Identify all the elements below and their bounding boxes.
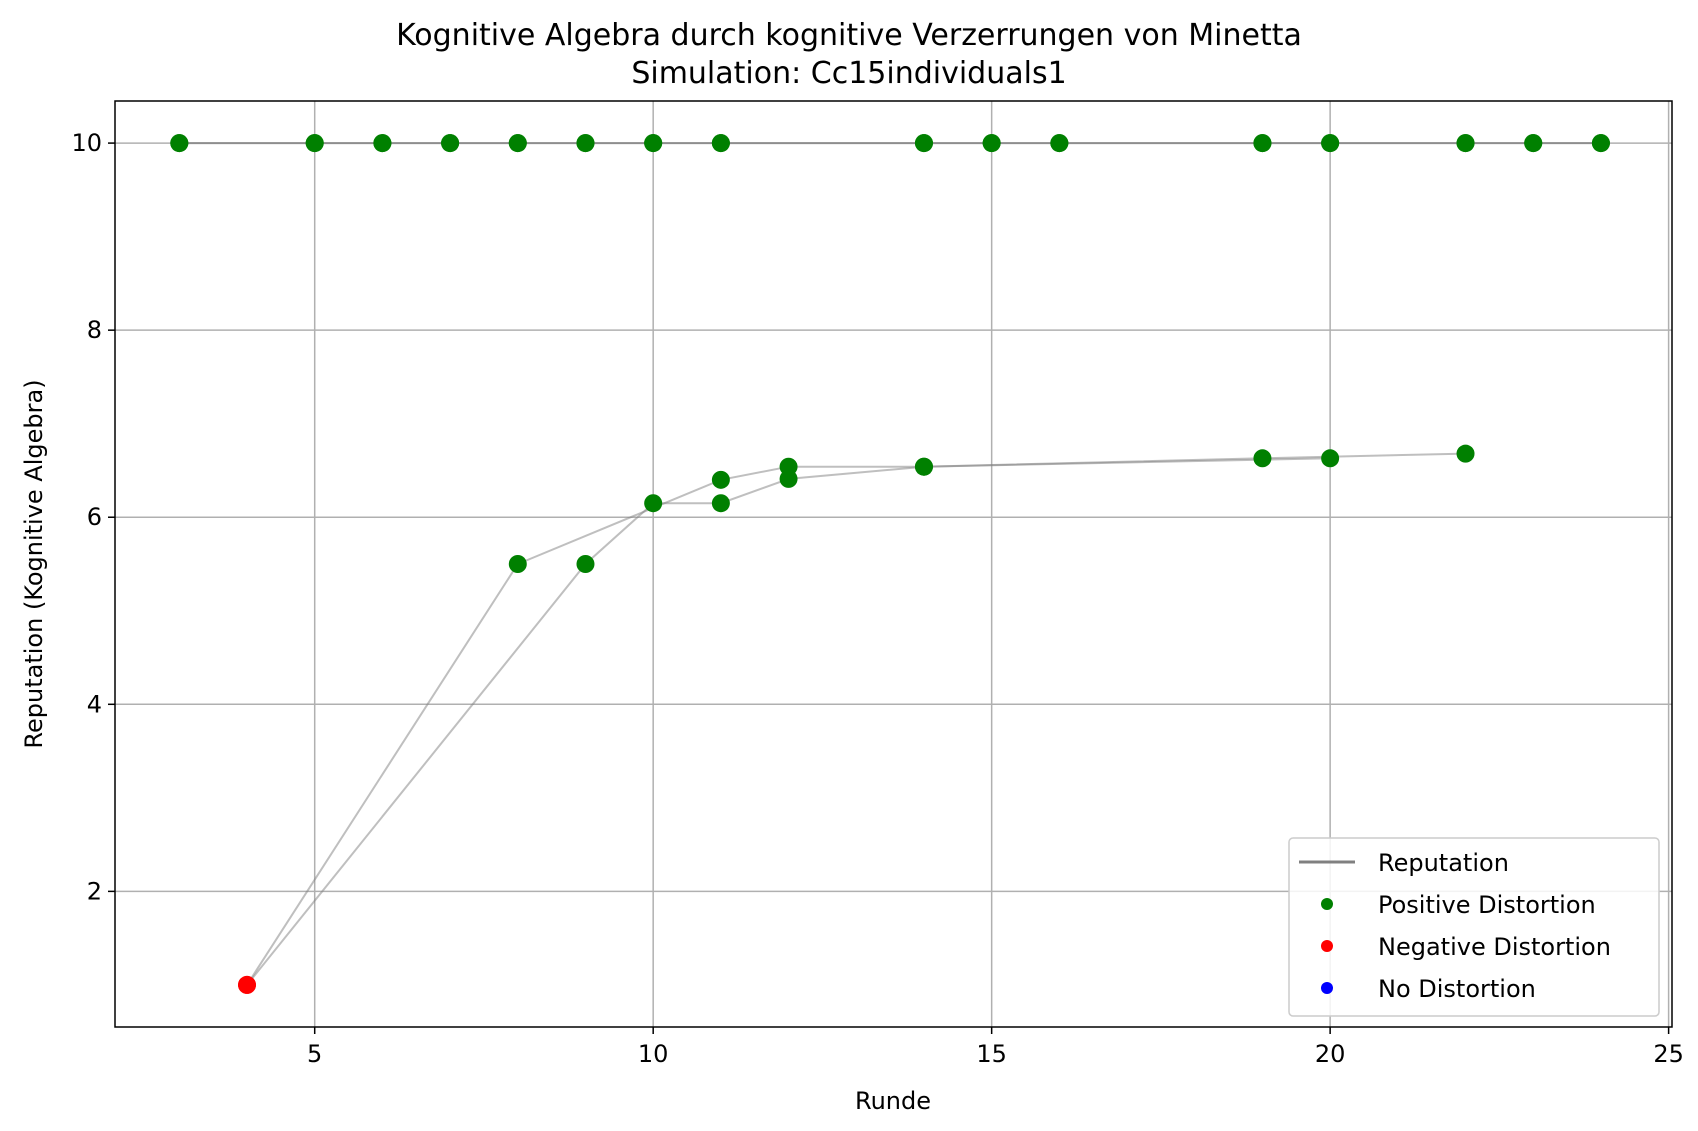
legend-box (1288, 837, 1660, 1017)
distortion-points (170, 134, 1610, 994)
chart-subtitle: Simulation: Cc15individuals1 (631, 56, 1066, 91)
distortion-point (1253, 449, 1272, 468)
distortion-point (441, 134, 460, 153)
distortion-point (1456, 444, 1475, 463)
distortion-point (914, 457, 933, 476)
distortion-point (779, 469, 798, 488)
legend-label: No Distortion (1378, 975, 1536, 1003)
legend-marker-swatch (1321, 898, 1333, 910)
distortion-point (238, 975, 257, 994)
plot-frame (114, 100, 1673, 1028)
x-tick-label: 10 (638, 1040, 669, 1068)
distortion-point (1456, 134, 1475, 153)
distortion-point (1321, 134, 1340, 153)
distortion-point (1321, 449, 1340, 468)
distortion-point (305, 134, 324, 153)
distortion-point (644, 134, 663, 153)
distortion-point (508, 555, 527, 573)
y-tick-label: 8 (87, 316, 102, 344)
distortion-point (711, 470, 730, 489)
y-tick-label: 6 (87, 503, 102, 531)
x-tick-label: 25 (1653, 1040, 1684, 1068)
legend-marker-swatch (1321, 982, 1333, 994)
distortion-point (711, 494, 730, 513)
axis-ticks: 5 10 15 20 25 2 4 6 8 10 (71, 129, 1683, 1068)
legend-marker-swatch (1321, 940, 1333, 952)
legend: Reputation Positive Distortion Negative Di… (1288, 837, 1660, 1017)
distortion-point (1591, 134, 1610, 153)
legend-label: Reputation (1378, 849, 1509, 877)
distortion-point (914, 134, 933, 153)
distortion-point (982, 134, 1001, 153)
distortion-point (373, 134, 392, 153)
y-tick-label: 2 (87, 877, 102, 905)
distortion-point (1050, 134, 1069, 153)
distortion-point (711, 134, 730, 153)
distortion-point (170, 134, 189, 153)
y-tick-label: 4 (87, 690, 102, 718)
x-tick-label: 5 (307, 1040, 322, 1068)
x-tick-label: 15 (976, 1040, 1007, 1068)
x-axis-label: Runde (855, 1087, 931, 1115)
distortion-point (576, 555, 595, 573)
distortion-point (1524, 134, 1543, 153)
y-axis-label: Reputation (Kognitive Algebra) (20, 379, 48, 748)
legend-label: Negative Distortion (1378, 933, 1611, 961)
x-tick-label: 20 (1315, 1040, 1346, 1068)
distortion-point (576, 134, 595, 153)
y-tick-label: 10 (71, 129, 102, 157)
reputation-line (246, 452, 1466, 986)
distortion-point (508, 134, 527, 153)
distortion-point (644, 494, 663, 513)
reputation-line (246, 457, 1331, 986)
distortion-point (1253, 134, 1272, 153)
chart-title: Kognitive Algebra durch kognitive Verzer… (396, 18, 1302, 53)
legend-label: Positive Distortion (1378, 891, 1596, 919)
